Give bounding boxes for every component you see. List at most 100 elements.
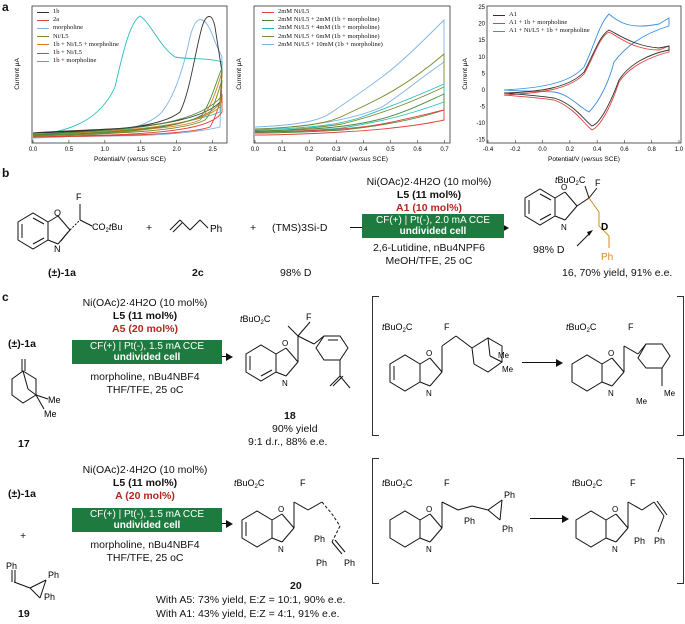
x-tick-label: 0.0 <box>538 147 547 153</box>
reagent-silane-note: 98% D <box>280 267 312 279</box>
chart-3-curve-a1 <box>503 29 670 127</box>
legend-label: 1b + Ni/L5 <box>53 49 82 57</box>
svg-text:tBuO2C: tBuO2C <box>572 478 603 490</box>
y-tick-label: -15 <box>476 138 485 144</box>
legend-swatch <box>262 11 274 13</box>
box-c2-1: CF(+) | Pt(-), 1.5 mA CCE <box>90 509 204 520</box>
legend-swatch <box>37 44 49 46</box>
x-tick-label: 0.0 <box>251 147 260 153</box>
y-tick-label: -10 <box>476 121 485 127</box>
legend-swatch <box>37 28 49 29</box>
chart-2-curve-10mm <box>254 18 445 131</box>
x-tick-label: 2.5 <box>208 147 217 153</box>
svg-text:Me: Me <box>636 397 648 406</box>
y-tick-label: 15 <box>478 38 485 44</box>
box-c2-2: undivided cell <box>113 520 181 532</box>
legend-swatch <box>493 14 505 16</box>
svg-text:Ph: Ph <box>654 536 665 546</box>
chart-3-curves <box>503 13 670 131</box>
y-tick-label: 0 <box>482 88 486 94</box>
x-tick-label: -0.4 <box>483 147 494 153</box>
svg-text:F: F <box>595 178 601 188</box>
chart-2-legend: 2mM Ni/L5 2mM Ni/L5 + 2mM (1b + morpholin… <box>262 8 383 49</box>
mechanism-bracket-1: O N F tBuO2C Me Me O N F tBuO2C Me Me <box>372 296 684 436</box>
product-20-label: 20 <box>290 580 302 592</box>
svg-text:Me: Me <box>48 395 61 405</box>
reagent-17-structure: Me Me <box>11 359 61 419</box>
x-tick-label: 0.4 <box>359 147 368 153</box>
legend-entry: 1b + Ni/L5 + morpholine <box>37 41 119 49</box>
svg-text:N: N <box>278 545 284 554</box>
svg-text:O: O <box>426 349 432 358</box>
reagent-2c-label: 2c <box>192 267 204 279</box>
svg-text:N: N <box>561 223 567 232</box>
rxn1-reagent2-label: 17 <box>18 438 30 450</box>
legend-swatch <box>37 52 49 54</box>
cond-c2-1: Ni(OAc)2·4H2O (10 mol%) <box>82 464 208 476</box>
svg-text:tBuO2C: tBuO2C <box>240 314 271 326</box>
legend-entry: 2mM Ni/L5 + 2mM (1b + morpholine) <box>262 16 383 24</box>
svg-text:N: N <box>426 545 432 554</box>
svg-text:O: O <box>608 349 614 358</box>
conditions-c2-lower: morpholine, nBu4NBF4 THF/TFE, 25 oC <box>66 539 224 565</box>
chart-3-frame <box>486 5 682 144</box>
svg-text:Me: Me <box>502 365 514 374</box>
svg-text:Ph: Ph <box>48 570 59 580</box>
svg-text:Ph: Ph <box>316 558 327 568</box>
svg-text:tBuO2C: tBuO2C <box>382 322 413 334</box>
box-c1-2: undivided cell <box>113 352 181 364</box>
chart-1-curve-1b <box>32 16 223 134</box>
svg-text:N: N <box>426 389 432 398</box>
svg-text:O: O <box>426 505 432 514</box>
product-16-note: 98% D <box>533 244 565 256</box>
svg-text:Ph: Ph <box>601 252 613 263</box>
chart-3-ylabel: Current μA <box>462 58 469 90</box>
product-18-yield: 90% yield <box>272 423 318 435</box>
chart-1-curve-1b-ni <box>32 67 223 136</box>
svg-text:F: F <box>444 322 450 332</box>
chart-2-xlabel: Potential/V (versus SCE) <box>316 156 388 163</box>
svg-text:O: O <box>282 339 288 348</box>
legend-swatch <box>37 60 49 62</box>
svg-text:O: O <box>612 505 618 514</box>
legend-entry: A1 + Ni/L5 + 1b + morpholine <box>493 27 590 35</box>
x-tick-label: 0.2 <box>305 147 314 153</box>
electrolysis-box-c1: CF(+) | Pt(-), 1.5 mA CCE undivided cell <box>72 340 222 365</box>
y-tick-label: -5 <box>480 105 486 111</box>
x-tick-label: -0.2 <box>510 147 521 153</box>
legend-label: 2a <box>53 16 60 24</box>
conditions-c1-lower: morpholine, nBu4NBF4 THF/TFE, 25 oC <box>66 371 224 397</box>
svg-text:O: O <box>561 183 567 192</box>
cond-c2-3: A (20 mol%) <box>115 489 175 502</box>
svg-text:N: N <box>612 545 618 554</box>
svg-text:F: F <box>76 192 82 202</box>
svg-text:CO2tBu: CO2tBu <box>92 222 122 234</box>
chart-2-frame <box>253 5 451 144</box>
chart-2-curve-2mm <box>254 93 445 134</box>
chart-2-curve-nil5 <box>254 109 445 136</box>
chart-1-curve-1b-ni-morph <box>32 71 223 135</box>
legend-swatch <box>37 19 49 21</box>
svg-text:N: N <box>282 379 288 388</box>
svg-text:F: F <box>300 478 306 488</box>
cond-c2-4: morpholine, nBu4NBF4 <box>90 539 200 551</box>
legend-swatch <box>37 36 49 38</box>
panel-c-letter: c <box>2 290 9 304</box>
mechanism-bracket-2: O N F tBuO2C Ph Ph Ph O N F tBuO2C Ph Ph <box>372 458 684 584</box>
panel-b-letter: b <box>2 166 10 180</box>
x-tick-label: 0.7 <box>440 147 449 153</box>
x-tick-label: 1.5 <box>137 147 146 153</box>
box-b-2: undivided cell <box>399 226 467 238</box>
x-tick-label: 0.4 <box>593 147 602 153</box>
x-tick-label: 0.2 <box>566 147 575 153</box>
svg-text:Me: Me <box>44 409 57 419</box>
chart-1-legend: 1b 2a morpholine Ni/L5 1b + Ni/L5 + morpholi… <box>37 8 119 65</box>
svg-text:N: N <box>608 389 614 398</box>
conditions-b-lower: 2,6-Lutidine, nBu4NPF6 MeOH/TFE, 25 oC <box>350 242 508 268</box>
legend-swatch <box>262 36 274 38</box>
svg-text:Me: Me <box>664 389 676 398</box>
legend-label: 2mM Ni/L5 + 2mM (1b + morpholine) <box>278 16 380 24</box>
x-tick-label: 0.5 <box>65 147 74 153</box>
chart-1-ylabel: Current μA <box>14 58 21 90</box>
product-20-structure: O N F tBuO2C Ph Ph Ph <box>234 478 355 568</box>
